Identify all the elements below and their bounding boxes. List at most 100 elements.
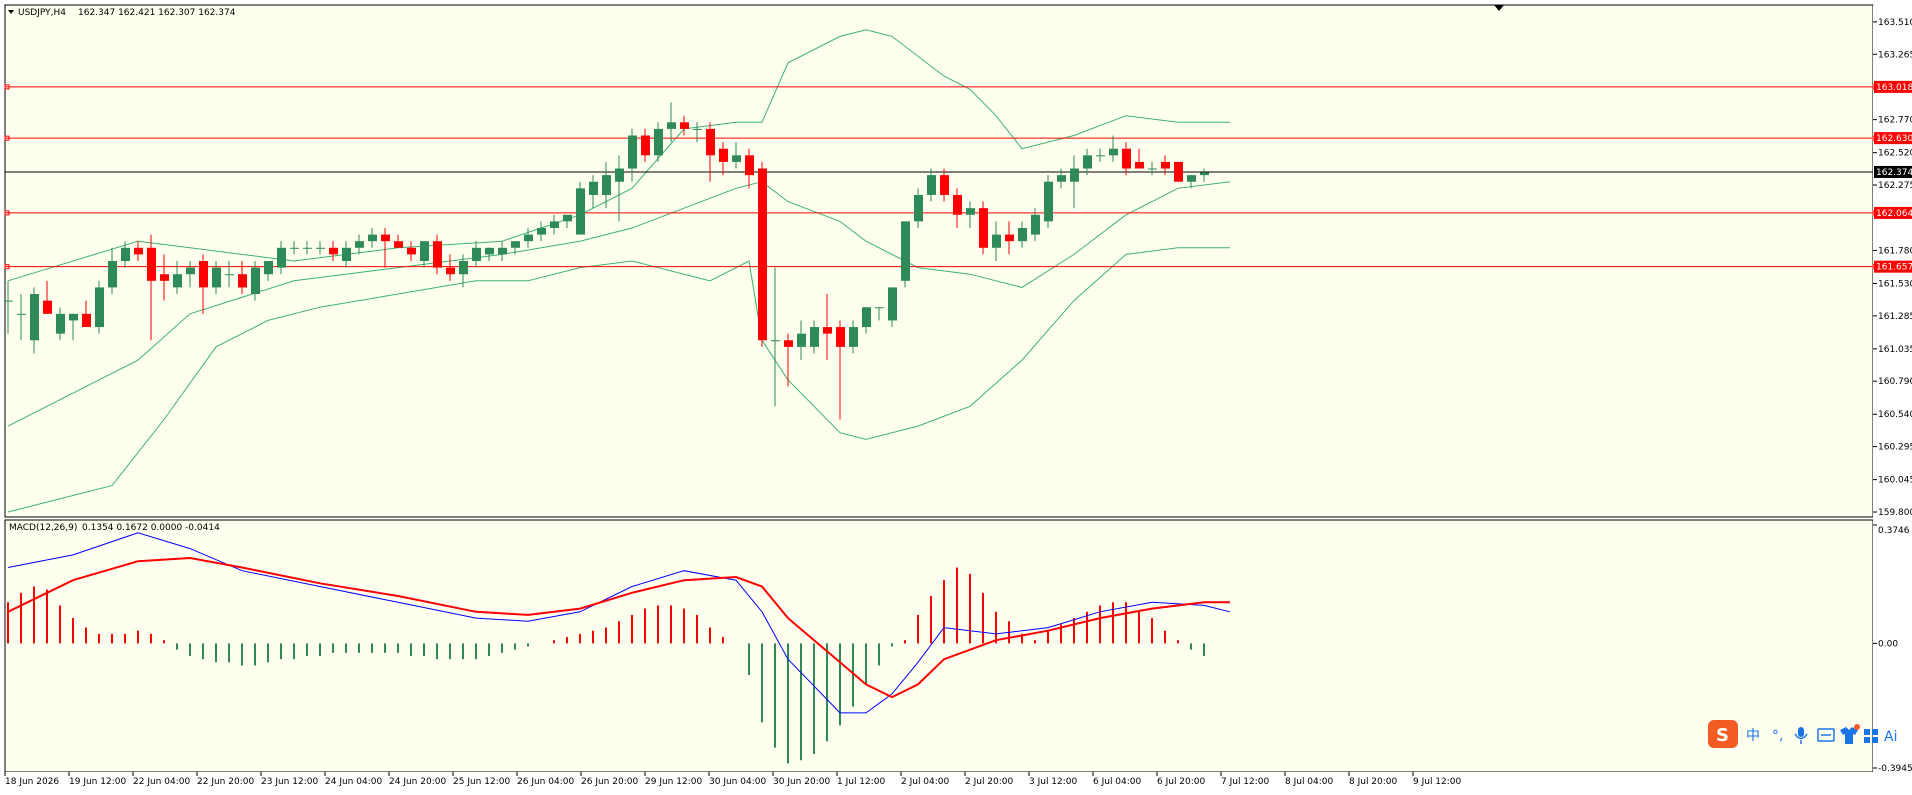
- candle-body: [849, 327, 858, 347]
- price-tick-label: 161.035: [1878, 345, 1912, 355]
- candle-body: [43, 300, 52, 314]
- candle-body: [1096, 155, 1105, 157]
- candle-body: [537, 227, 546, 235]
- candle-body: [810, 327, 819, 347]
- current-price-badge: [1874, 165, 1912, 178]
- price-tick-label: 161.530: [1878, 279, 1912, 289]
- candle-body: [706, 128, 715, 156]
- candle-body: [680, 122, 689, 129]
- macd-values: 0.1354 0.1672 0.0000 -0.0414: [82, 523, 220, 533]
- price-tick-label: 160.540: [1878, 410, 1912, 420]
- candle-body: [732, 155, 741, 162]
- microphone-icon[interactable]: [1794, 727, 1808, 744]
- level-price-label-2: 162.064: [1876, 209, 1912, 219]
- bollinger-middle-band: [7, 181, 1231, 427]
- sogou-logo-icon[interactable]: [1708, 720, 1738, 748]
- candle-body: [368, 234, 377, 242]
- level-handle-2[interactable]: [4, 210, 10, 216]
- candle-body: [576, 188, 585, 235]
- candle-body: [628, 135, 637, 169]
- candle-body: [1174, 161, 1183, 182]
- candle-body: [134, 247, 143, 255]
- level-price-badge-3: [1874, 260, 1912, 273]
- level-price-label-3: 161.657: [1876, 263, 1912, 273]
- price-tick-label: 160.045: [1878, 476, 1912, 486]
- level-price-badge-0: [1874, 80, 1912, 93]
- candle-body: [589, 181, 598, 195]
- candle-body: [225, 274, 234, 276]
- time-tick-label: 3 Jul 12:00: [1029, 777, 1078, 787]
- level-handle-3[interactable]: [4, 264, 10, 270]
- main-pane-background: [4, 4, 1874, 518]
- price-tick-label: 162.275: [1878, 181, 1912, 191]
- candle-body: [615, 168, 624, 182]
- candle-body: [927, 175, 936, 195]
- ai-icon[interactable]: Ai: [1884, 729, 1897, 745]
- time-tick-label: 29 Jun 12:00: [645, 777, 702, 787]
- candle-body: [472, 247, 481, 261]
- candle-body: [1083, 155, 1092, 169]
- time-tick-label: 22 Jun 20:00: [197, 777, 254, 787]
- bollinger-bands: [7, 29, 1231, 513]
- macd-tick-label: 0.00: [1878, 639, 1898, 649]
- macd-main-line: [7, 532, 1231, 714]
- candle-body: [212, 267, 221, 288]
- macd-tick-label: 0.3746: [1878, 526, 1910, 536]
- price-tick-label: 162.520: [1878, 149, 1912, 159]
- keyboard-icon[interactable]: [1817, 728, 1835, 742]
- ime-toolbar[interactable]: S 中 °, Ai: [1708, 720, 1897, 748]
- candle-body: [641, 135, 650, 156]
- candle-body: [121, 247, 130, 261]
- candle-body: [1109, 148, 1118, 156]
- current-price-label: 162.374: [1876, 168, 1912, 178]
- candle-body: [173, 274, 182, 288]
- candle-body: [186, 267, 195, 275]
- time-tick-label: 26 Jun 04:00: [517, 777, 574, 787]
- candle-body: [1200, 172, 1209, 176]
- price-tick-label: 160.790: [1878, 377, 1912, 387]
- candle-body: [160, 274, 169, 281]
- time-tick-label: 22 Jun 04:00: [133, 777, 190, 787]
- time-tick-label: 26 Jun 20:00: [581, 777, 638, 787]
- time-tick-label: 1 Jul 12:00: [837, 777, 886, 787]
- toolbox-icon[interactable]: [1864, 729, 1878, 743]
- candle-body: [459, 261, 468, 275]
- candle-body: [433, 241, 442, 268]
- candle-body: [4, 300, 13, 302]
- candle-body: [1122, 148, 1131, 169]
- candle-body: [1005, 234, 1014, 242]
- candle-body: [693, 128, 702, 130]
- candle-body: [316, 247, 325, 249]
- candle-body: [147, 247, 156, 281]
- horizontal-levels: 163.018 162.630 162.064 161.657 162.374: [4, 80, 1912, 273]
- candle-body: [17, 313, 26, 315]
- candlesticks: [4, 102, 1209, 420]
- level-handle-1[interactable]: [4, 135, 10, 141]
- candle-body: [342, 247, 351, 261]
- candle-body: [446, 267, 455, 275]
- candle-body: [485, 247, 494, 255]
- candle-body: [30, 294, 39, 341]
- skin-icon[interactable]: [1840, 724, 1860, 744]
- time-tick-label: 9 Jul 12:00: [1413, 777, 1462, 787]
- candle-body: [979, 208, 988, 248]
- candle-body: [69, 313, 78, 321]
- chart-menu-arrow-icon[interactable]: [8, 10, 14, 14]
- macd-title: MACD(12,26,9): [9, 523, 77, 533]
- level-price-badge-1: [1874, 132, 1912, 145]
- chinese-mode-icon[interactable]: 中: [1746, 728, 1760, 744]
- candle-body: [381, 234, 390, 242]
- macd-axis: 0.3746 0.00 -0.3945: [1873, 524, 1912, 774]
- chart-shift-marker-icon[interactable]: [1494, 5, 1504, 11]
- price-tick-label: 163.265: [1878, 50, 1912, 60]
- candle-body: [771, 340, 780, 342]
- level-handle-0[interactable]: [4, 84, 10, 90]
- candle-body: [1148, 168, 1157, 170]
- time-tick-label: 6 Jul 20:00: [1157, 777, 1206, 787]
- candle-body: [901, 221, 910, 281]
- candle-body: [888, 287, 897, 321]
- candle-body: [992, 234, 1001, 248]
- price-tick-label: 161.780: [1878, 246, 1912, 256]
- punctuation-icon[interactable]: °,: [1772, 728, 1783, 744]
